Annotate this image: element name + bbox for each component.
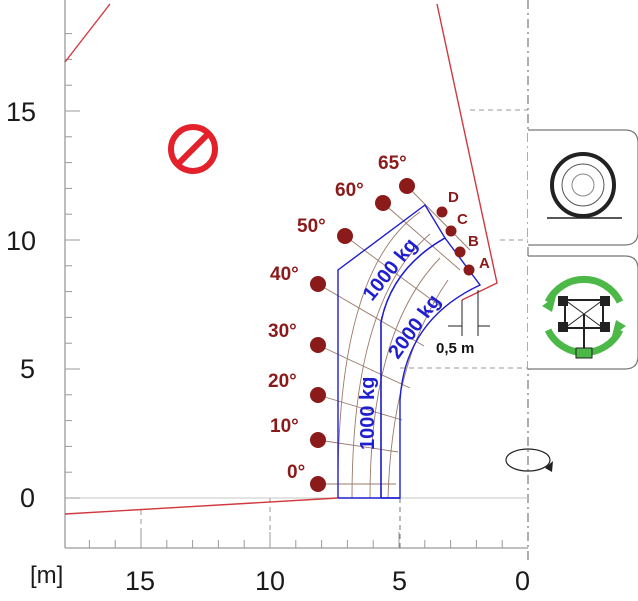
angle-marker-0 bbox=[310, 476, 326, 492]
outrigger-pad-tr bbox=[600, 296, 610, 306]
no-entry-icon bbox=[168, 124, 218, 174]
angle-marker-20 bbox=[310, 387, 326, 403]
y-tick-label-10: 10 bbox=[6, 226, 36, 256]
green-arrowhead-top bbox=[542, 296, 556, 312]
tire-inner bbox=[561, 163, 605, 207]
angle-label-0: 0° bbox=[287, 462, 305, 483]
no-entry-icon-ring bbox=[168, 124, 218, 174]
angle-marker-10 bbox=[310, 432, 326, 448]
grid-arc-c bbox=[351, 233, 431, 499]
axis-ticks bbox=[65, 33, 503, 548]
zone-2000kg bbox=[380, 237, 482, 499]
boundary-bottom bbox=[64, 497, 339, 515]
angle-label-20: 20° bbox=[268, 371, 297, 392]
grid-arc-d bbox=[337, 211, 421, 499]
angle-markers: 0° 10° 20° 30° 40° 50° 60° 65° bbox=[268, 153, 415, 492]
dimension-marker bbox=[448, 290, 490, 336]
outriggers-rotation-icon bbox=[542, 276, 626, 359]
green-arrow-top bbox=[544, 276, 624, 304]
angle-marker-50 bbox=[337, 228, 353, 244]
grid-ray-60 bbox=[382, 202, 461, 271]
grid-ray-30 bbox=[317, 344, 411, 389]
outrigger-pad-br bbox=[600, 322, 610, 332]
angle-marker-30 bbox=[310, 337, 326, 353]
platform-box bbox=[575, 347, 593, 359]
angle-label-50: 50° bbox=[297, 216, 326, 237]
stabilizers-panel bbox=[528, 255, 638, 370]
y-tick-label-15: 15 bbox=[6, 97, 36, 127]
extension-label-a: A bbox=[479, 255, 490, 272]
no-entry-icon-bar bbox=[174, 130, 212, 168]
angle-label-30: 30° bbox=[268, 321, 297, 342]
extension-marker-c bbox=[445, 225, 457, 237]
grid-ray-40 bbox=[317, 283, 425, 347]
angle-label-40: 40° bbox=[270, 264, 299, 285]
grid-ray-10 bbox=[317, 439, 399, 453]
unit-label: [m] bbox=[30, 562, 63, 589]
grid-ray-50 bbox=[344, 235, 441, 307]
tire-outer bbox=[550, 152, 616, 218]
extension-marker-a bbox=[463, 264, 475, 276]
x-tick-label-10: 10 bbox=[255, 566, 285, 596]
load-zones bbox=[337, 203, 482, 499]
extension-label-d: D bbox=[448, 189, 459, 206]
extension-marker-b bbox=[454, 246, 466, 258]
wheels-panel-frame bbox=[528, 129, 638, 246]
x-tick-label-5: 5 bbox=[392, 566, 407, 596]
grid-arc-b bbox=[369, 257, 441, 499]
x-tick-label-0: 0 bbox=[515, 566, 530, 596]
grid-ray-20 bbox=[317, 394, 403, 421]
rotation-arrow-icon bbox=[505, 448, 553, 472]
y-tick-label-5: 5 bbox=[20, 354, 35, 384]
rotation-arrowhead bbox=[545, 461, 553, 472]
outrigger-pad-tl bbox=[558, 296, 568, 306]
angle-label-10: 10° bbox=[270, 416, 299, 437]
grid-arc-a bbox=[387, 279, 449, 499]
angle-marker-65 bbox=[399, 178, 415, 194]
extension-marker-d bbox=[436, 206, 448, 218]
outrigger-pad-bl bbox=[558, 322, 568, 332]
grid-ray-65 bbox=[406, 185, 471, 251]
boundary-right bbox=[436, 3, 498, 301]
x-tick-label-15: 15 bbox=[125, 566, 155, 596]
angle-label-65: 65° bbox=[378, 153, 407, 174]
extension-label-c: C bbox=[457, 211, 468, 228]
angle-marker-60 bbox=[375, 195, 391, 211]
rotation-ellipse bbox=[505, 448, 551, 472]
tire-on-ground-icon bbox=[547, 152, 622, 219]
angle-marker-40 bbox=[310, 276, 326, 292]
tire-hub bbox=[571, 173, 595, 197]
green-arrowhead-bottom bbox=[612, 320, 626, 336]
angle-label-60: 60° bbox=[335, 180, 364, 201]
reach-grid bbox=[317, 185, 471, 499]
boundary-top-left bbox=[64, 3, 111, 63]
zone-label-1000kg-lower: 1000 kg bbox=[357, 377, 379, 450]
y-tick-label-0: 0 bbox=[20, 483, 35, 513]
dimension-label: 0,5 m bbox=[436, 340, 474, 357]
extension-label-b: B bbox=[468, 233, 479, 250]
wheels-panel bbox=[528, 129, 638, 246]
